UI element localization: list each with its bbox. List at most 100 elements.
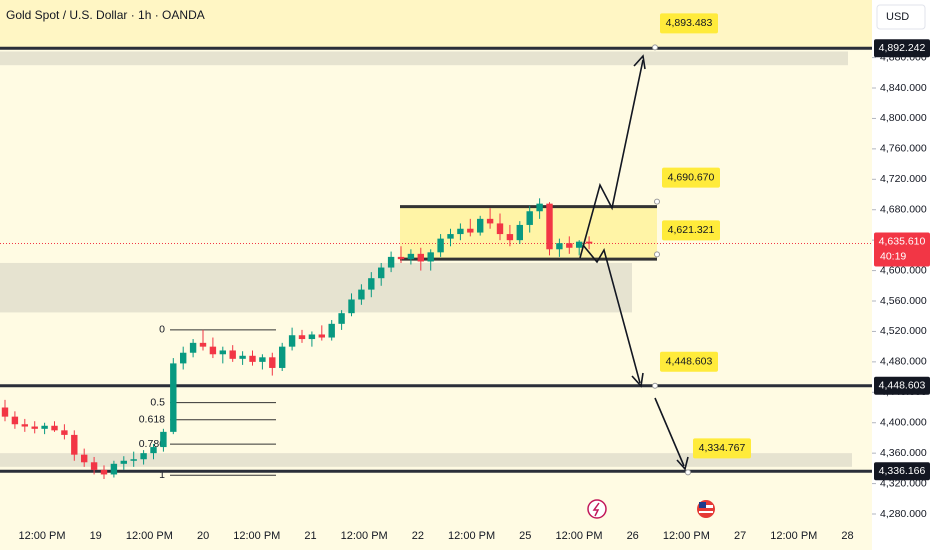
countdown: 40:19 xyxy=(880,250,906,262)
candle-body xyxy=(397,256,405,260)
candle-body xyxy=(417,253,424,262)
level-tag xyxy=(874,462,930,481)
x-tick-label: 12:00 PM xyxy=(663,530,710,542)
event-icon[interactable] xyxy=(587,499,607,519)
candle-body xyxy=(368,278,375,290)
candle-body xyxy=(566,243,573,248)
candle-body xyxy=(51,425,58,431)
callout-label: 4,448.603 xyxy=(666,356,713,368)
y-tick-label: 4,760.000 xyxy=(880,143,927,155)
candle-body xyxy=(1,407,9,417)
callout-box xyxy=(660,13,718,34)
top-band xyxy=(0,0,872,48)
x-tick-label: 21 xyxy=(304,530,316,542)
y-tick-label: 4,480.000 xyxy=(880,356,927,368)
x-tick-label: 27 xyxy=(734,530,746,542)
candle-body xyxy=(447,234,454,239)
candle-body xyxy=(31,426,38,429)
candle-body xyxy=(229,350,236,359)
candle-body xyxy=(407,253,415,260)
candle-body xyxy=(219,350,226,355)
x-tick-label: 12:00 PM xyxy=(448,530,495,542)
candle-body xyxy=(378,267,385,279)
callout-box xyxy=(693,438,751,459)
candle-body xyxy=(71,434,78,455)
candle-body xyxy=(120,460,127,464)
x-tick-label: 12:00 PM xyxy=(233,530,280,542)
candle-body xyxy=(338,313,345,324)
candle-body xyxy=(427,252,434,262)
y-tick-label: 4,360.000 xyxy=(880,447,927,459)
arrow-head xyxy=(631,372,644,388)
level-tag xyxy=(874,39,930,58)
candle-body xyxy=(585,241,593,244)
callout-anchor xyxy=(652,44,658,51)
arrow-head xyxy=(676,456,689,471)
candle-body xyxy=(358,289,365,300)
x-tick-label: 28 xyxy=(841,530,853,542)
fib-label: 0.5 xyxy=(150,396,165,408)
candle-body xyxy=(348,299,355,314)
callout-anchor xyxy=(652,382,658,389)
candle-body xyxy=(61,430,68,435)
callout-box xyxy=(662,220,720,241)
level-tag-label: 4,448.603 xyxy=(879,380,926,392)
callout-anchor xyxy=(654,251,660,258)
chart-title: Gold Spot / U.S. Dollar · 1h · OANDA xyxy=(6,8,205,22)
candle-body xyxy=(41,425,48,429)
candle-body xyxy=(496,223,504,235)
zone xyxy=(0,453,852,467)
arrow-down xyxy=(654,397,685,467)
candle-body xyxy=(437,238,444,253)
callout-label: 4,621.321 xyxy=(668,224,715,236)
arrow-down xyxy=(582,244,641,384)
candle-body xyxy=(516,224,523,241)
candle-body xyxy=(477,218,484,233)
flag-stripe xyxy=(699,511,713,513)
x-tick-label: 19 xyxy=(90,530,102,542)
currency-button[interactable] xyxy=(876,4,926,30)
callout-label: 4,690.670 xyxy=(668,171,715,183)
x-tick-label: 12:00 PM xyxy=(126,530,173,542)
candle-body xyxy=(387,256,395,268)
candle-body xyxy=(21,424,28,427)
x-tick-label: 12:00 PM xyxy=(770,530,817,542)
candle-body xyxy=(318,334,325,338)
candle-body xyxy=(160,431,167,448)
candle-body xyxy=(81,454,88,463)
candle-body xyxy=(199,342,207,347)
candle-body xyxy=(239,355,246,359)
candle-body xyxy=(526,211,533,225)
candle-body xyxy=(576,241,583,248)
candle-body xyxy=(11,416,19,425)
y-tick-label: 4,720.000 xyxy=(880,173,927,185)
x-tick-label: 20 xyxy=(197,530,209,542)
price-axis xyxy=(872,0,932,550)
candle-body xyxy=(110,463,118,475)
arrow-head xyxy=(633,54,646,70)
candle-body xyxy=(90,462,98,470)
y-tick-label: 4,680.000 xyxy=(880,204,927,216)
last-price-tag xyxy=(874,232,930,267)
candle-body xyxy=(546,203,553,250)
x-tick-label: 12:00 PM xyxy=(341,530,388,542)
callout-label: 4,893.483 xyxy=(666,17,713,29)
y-tick-label: 4,840.000 xyxy=(880,82,927,94)
level-tag-label: 4,892.242 xyxy=(879,42,926,54)
flag-canton xyxy=(699,502,706,508)
callout-box xyxy=(662,167,720,188)
x-tick-label: 12:00 PM xyxy=(555,530,602,542)
candle-body xyxy=(308,334,316,340)
y-tick-label: 4,800.000 xyxy=(880,112,927,124)
currency[interactable]: USD xyxy=(886,11,909,23)
y-tick-label: 4,560.000 xyxy=(880,295,927,307)
y-tick-label: 4,320.000 xyxy=(880,477,927,489)
zone xyxy=(0,51,848,66)
zone xyxy=(0,262,632,313)
candle-body xyxy=(279,346,286,368)
arrows xyxy=(579,54,689,471)
candle-body xyxy=(249,355,256,362)
candle-body xyxy=(209,346,217,355)
y-tick-label: 4,400.000 xyxy=(880,417,927,429)
